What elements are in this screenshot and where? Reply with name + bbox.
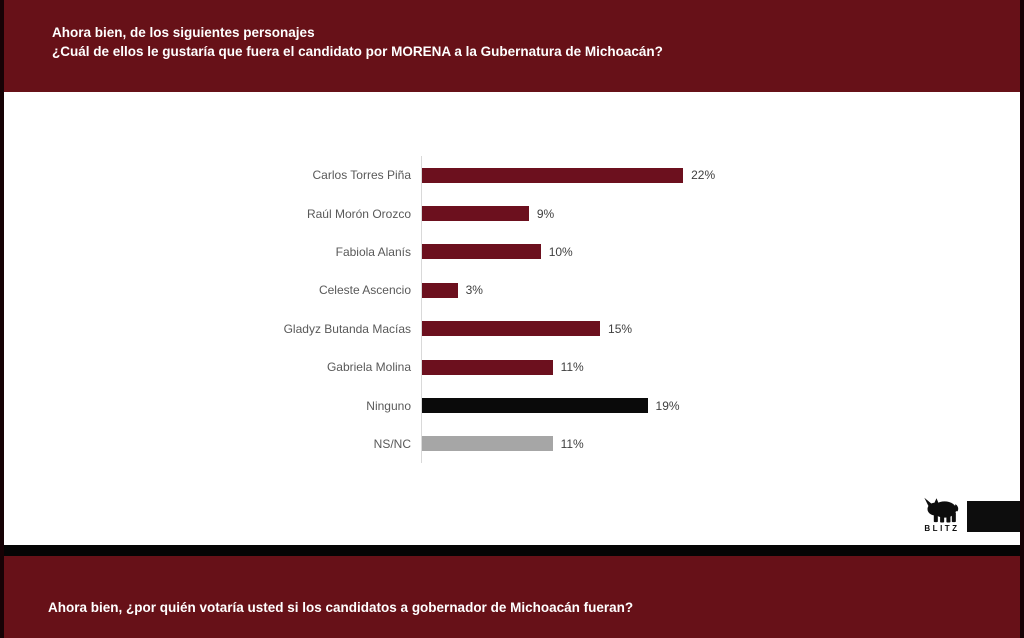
chart-row: Gladyz Butanda Macías 15% — [0, 309, 1024, 348]
category-label: Celeste Ascencio — [318, 283, 411, 298]
chart-row: NS/NC 11% — [0, 424, 1024, 464]
footer-panel: Ahora bien, ¿por quién votaría usted si … — [4, 556, 1020, 638]
bar-area: 11% — [421, 347, 1024, 387]
blitz-logo: BLITZ — [920, 496, 962, 533]
bar-area: 3% — [421, 271, 1024, 310]
chart-row: Fabiola Alanís 10% — [0, 232, 1024, 272]
bar — [422, 321, 601, 337]
bar — [422, 282, 458, 298]
chart-row: Carlos Torres Piña 22% — [0, 156, 1024, 195]
header-panel: Ahora bien, de los siguientes personajes… — [4, 0, 1020, 92]
bar-area: 22% — [421, 156, 1024, 195]
header-question-line-1: Ahora bien, de los siguientes personajes — [52, 25, 315, 40]
bar-area: 11% — [421, 424, 1024, 464]
chart-row: Gabriela Molina 11% — [0, 347, 1024, 387]
footer-question: Ahora bien, ¿por quién votaría usted si … — [48, 600, 634, 615]
logo-black-block — [967, 501, 1024, 532]
left-edge-strip — [0, 0, 4, 638]
value-label: 15% — [608, 321, 633, 336]
category-label: Gladyz Butanda Macías — [283, 321, 411, 336]
bar — [422, 244, 541, 260]
value-label: 11% — [560, 436, 584, 451]
logo-wordmark: BLITZ — [924, 524, 960, 533]
category-label: NS/NC — [373, 436, 411, 451]
chart: Carlos Torres Piña 22% Raúl Morón Orozco… — [0, 156, 1024, 464]
bar — [422, 167, 684, 183]
header-question-line-2: ¿Cuál de ellos le gustaría que fuera el … — [52, 44, 663, 59]
bar-area: 19% — [421, 386, 1024, 425]
value-label: 3% — [465, 283, 483, 298]
chart-row: Raúl Morón Orozco 9% — [0, 194, 1024, 233]
value-label: 19% — [655, 398, 680, 413]
category-label: Gabriela Molina — [326, 360, 411, 375]
bar — [422, 398, 648, 414]
chart-row: Celeste Ascencio 3% — [0, 271, 1024, 310]
category-label: Ninguno — [366, 398, 411, 413]
chart-row: Ninguno 19% — [0, 386, 1024, 425]
category-label: Raúl Morón Orozco — [306, 206, 411, 221]
bar-area: 10% — [421, 232, 1024, 272]
value-label: 9% — [536, 206, 555, 221]
category-label: Fabiola Alanís — [335, 244, 411, 259]
value-label: 22% — [691, 168, 716, 183]
value-label: 10% — [548, 244, 573, 259]
bar — [422, 359, 553, 375]
black-divider-strip — [0, 545, 1024, 556]
bar — [422, 206, 529, 222]
value-label: 11% — [560, 360, 584, 375]
bar-area: 15% — [421, 309, 1024, 348]
bar-area: 9% — [421, 194, 1024, 233]
category-label: Carlos Torres Piña — [312, 168, 411, 183]
right-edge-strip — [1020, 0, 1024, 638]
rhino-icon — [924, 497, 959, 523]
bar — [422, 436, 553, 452]
